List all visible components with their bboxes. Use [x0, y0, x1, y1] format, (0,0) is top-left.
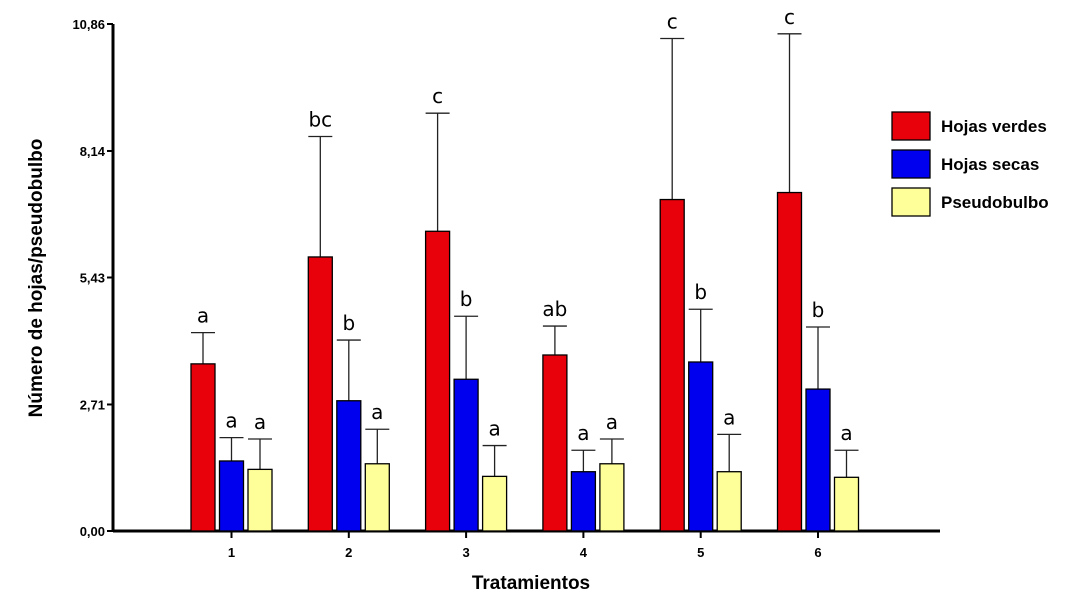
y-axis: 0,00 2,71 5,43 8,14 10,86 [72, 17, 115, 539]
legend-label: Hojas secas [941, 155, 1039, 174]
bar-hojas-verdes [190, 363, 216, 532]
x-tick-label: 2 [345, 545, 352, 560]
y-tick-label: 10,86 [72, 17, 105, 32]
bar-hojas-verdes [776, 191, 803, 532]
bar-hojas-secas [453, 378, 479, 532]
significance-letter: a [606, 410, 618, 434]
x-tick-label: 3 [462, 545, 469, 560]
bar-hojas-secas [805, 388, 831, 532]
significance-letter: a [371, 400, 383, 424]
significance-letter: a [840, 421, 852, 445]
significance-letter: b [460, 287, 473, 311]
bar-pseudobulbo [833, 476, 860, 532]
y-tick-label: 2,71 [80, 397, 105, 412]
significance-letter: c [432, 84, 443, 108]
legend-swatch [891, 111, 931, 141]
bar-hojas-verdes [659, 198, 685, 532]
x-axis: 1 2 3 4 5 6 [113, 529, 940, 560]
significance-letter: b [342, 311, 355, 335]
bar-pseudobulbo [599, 463, 625, 532]
bar-hojas-verdes [542, 354, 568, 532]
y-tick-label: 0,00 [80, 524, 105, 539]
significance-letter: b [812, 298, 825, 322]
significance-letter: b [694, 280, 707, 304]
x-tick-label: 6 [814, 545, 821, 560]
bar-pseudobulbo [247, 468, 273, 532]
y-tick-label: 5,43 [80, 271, 105, 286]
significance-letter: c [784, 5, 795, 29]
legend-swatch [891, 187, 931, 217]
bar-hojas-secas [336, 400, 362, 532]
bar-hojas-secas [570, 471, 597, 532]
bar-pseudobulbo [481, 475, 508, 532]
bar-hojas-verdes [424, 230, 451, 532]
x-tick-label: 5 [697, 545, 704, 560]
legend-label: Hojas verdes [941, 117, 1047, 136]
bar-hojas-verdes [307, 256, 333, 532]
y-axis-title: Número de hojas/pseudobulbo [26, 139, 47, 418]
legend-label: Pseudobulbo [941, 193, 1049, 212]
legend-swatch [891, 149, 931, 179]
bar-pseudobulbo [364, 463, 390, 532]
significance-letter: a [577, 421, 589, 445]
significance-letter: c [667, 9, 678, 33]
legend: Hojas verdes Hojas secas Pseudobulbo [891, 111, 1049, 217]
x-tick-label: 4 [580, 545, 588, 560]
x-tick-label: 1 [228, 545, 235, 560]
y-tick-label: 8,14 [80, 144, 106, 159]
significance-letter: bc [308, 108, 332, 132]
significance-letter: a [723, 405, 735, 429]
significance-letter: a [225, 409, 237, 433]
bar-hojas-secas [688, 361, 714, 532]
significance-letter: a [197, 304, 209, 328]
significance-letter: a [488, 417, 500, 441]
x-axis-title: Tratamientos [472, 573, 590, 594]
bar-hojas-secas [218, 460, 245, 532]
significance-letter: ab [542, 297, 567, 321]
significance-letter: a [254, 410, 266, 434]
bar-pseudobulbo [716, 471, 742, 532]
